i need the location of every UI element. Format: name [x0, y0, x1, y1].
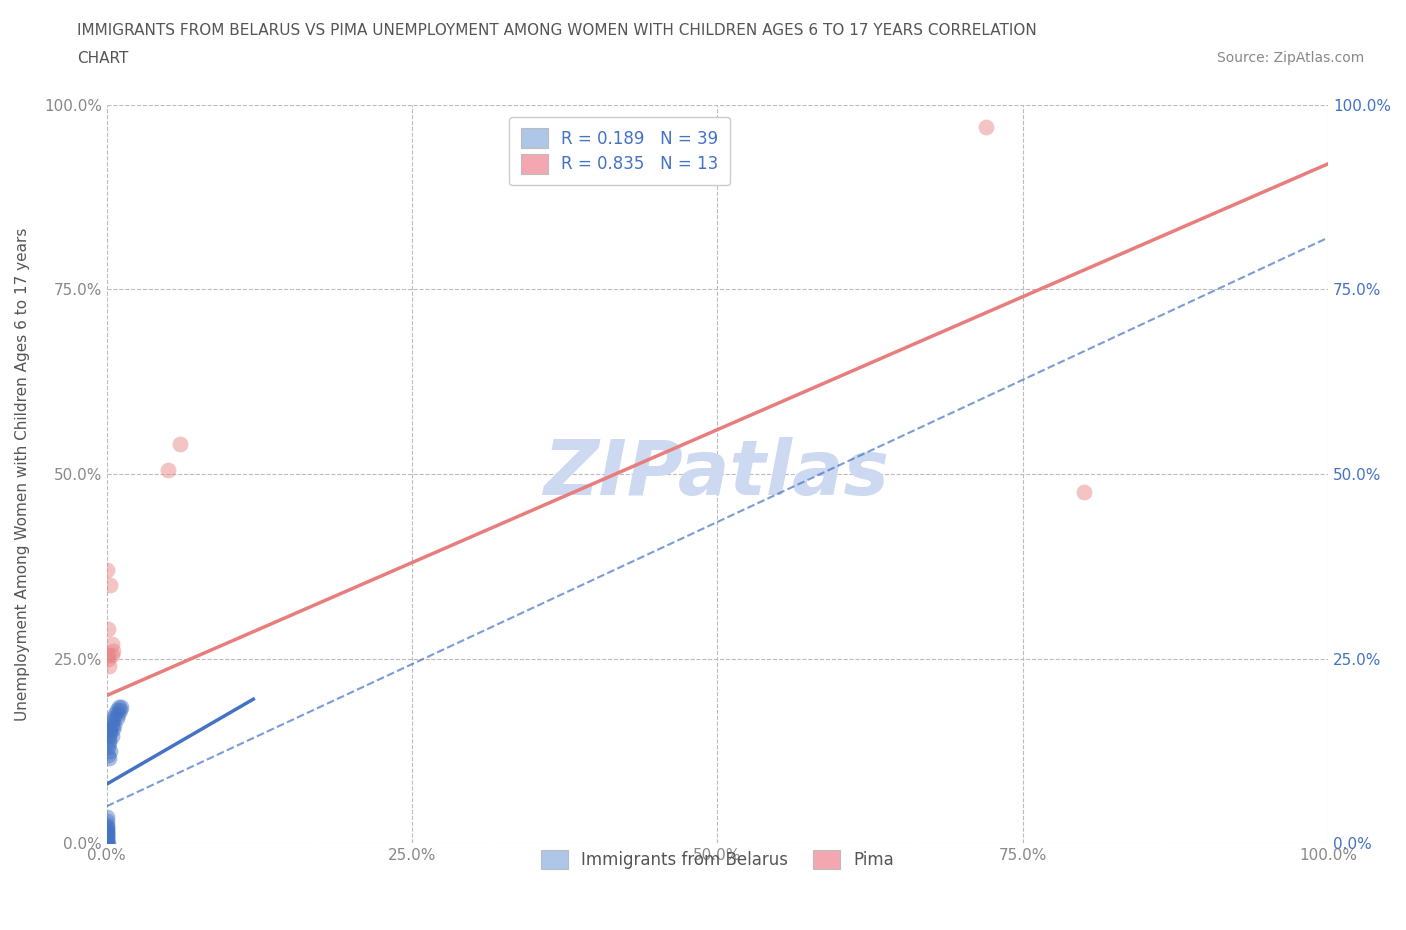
Point: [97, 647, 120, 662]
Point: [104, 707, 127, 722]
Point: [100, 636, 122, 651]
Point: [100, 728, 122, 743]
Point: [96, 827, 118, 842]
Point: [97, 651, 120, 666]
Point: [98, 658, 121, 673]
Point: [974, 119, 997, 134]
Point: [97, 621, 120, 636]
Point: [96, 814, 118, 829]
Point: [96, 819, 118, 834]
Point: [96, 825, 118, 840]
Point: [96, 836, 118, 851]
Point: [156, 463, 179, 478]
Point: [96, 836, 118, 851]
Point: [169, 437, 191, 452]
Point: [101, 711, 124, 725]
Point: [98, 728, 121, 743]
Point: [110, 699, 132, 714]
Point: [100, 714, 122, 729]
Point: [96, 563, 118, 578]
Text: Source: ZipAtlas.com: Source: ZipAtlas.com: [1216, 51, 1364, 65]
Point: [97, 836, 120, 851]
Point: [100, 578, 122, 592]
Point: [107, 707, 129, 722]
Point: [97, 747, 120, 762]
Point: [96, 822, 118, 837]
Point: [105, 703, 128, 718]
Point: [100, 743, 122, 758]
Point: [96, 832, 118, 847]
Point: [98, 736, 121, 751]
Legend: Immigrants from Belarus, Pima: Immigrants from Belarus, Pima: [531, 840, 904, 879]
Point: [96, 825, 118, 840]
Point: [98, 751, 121, 765]
Point: [105, 711, 128, 725]
Point: [101, 722, 124, 737]
Text: IMMIGRANTS FROM BELARUS VS PIMA UNEMPLOYMENT AMONG WOMEN WITH CHILDREN AGES 6 TO: IMMIGRANTS FROM BELARUS VS PIMA UNEMPLOY…: [77, 23, 1038, 38]
Point: [96, 836, 118, 851]
Point: [1073, 485, 1095, 499]
Point: [108, 699, 131, 714]
Point: [96, 821, 118, 836]
Point: [108, 703, 131, 718]
Point: [100, 725, 122, 740]
Point: [96, 829, 118, 844]
Point: [103, 718, 125, 733]
Point: [96, 832, 118, 847]
Point: [100, 647, 122, 662]
Text: ZIPatlas: ZIPatlas: [544, 437, 890, 511]
Point: [100, 718, 122, 733]
Point: [101, 644, 124, 658]
Point: [96, 810, 118, 825]
Point: [96, 829, 118, 844]
Point: [96, 817, 118, 832]
Y-axis label: Unemployment Among Women with Children Ages 6 to 17 years: Unemployment Among Women with Children A…: [15, 227, 30, 721]
Text: CHART: CHART: [77, 51, 129, 66]
Point: [98, 732, 121, 747]
Point: [97, 739, 120, 754]
Point: [100, 722, 122, 737]
